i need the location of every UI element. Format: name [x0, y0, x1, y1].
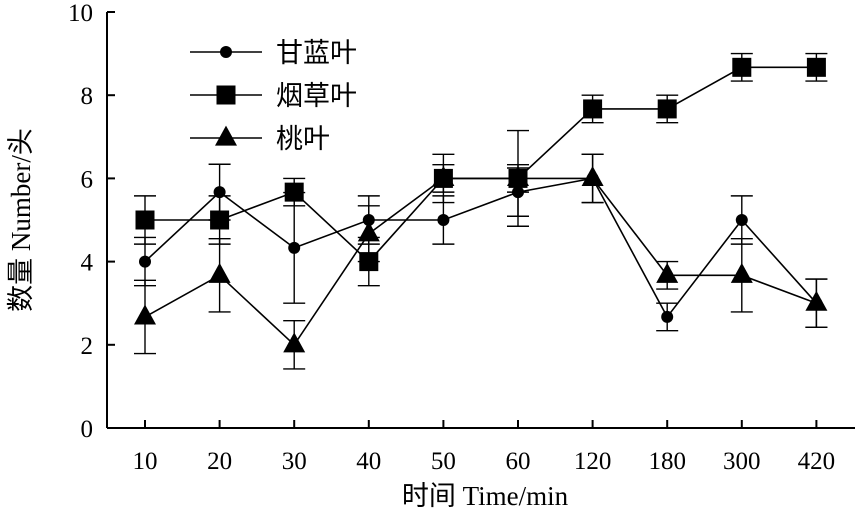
data-point [730, 262, 753, 283]
y-tick-label: 2 [81, 333, 94, 360]
legend-label: 烟草叶 [276, 81, 357, 111]
legend-item: 烟草叶 [190, 81, 357, 111]
data-point [139, 255, 151, 268]
legend-marker [215, 125, 237, 146]
chart-axes: 0 2 4 6 8 10 10 20 30 40 50 60 120 180 300 420 [68, 0, 855, 475]
y-tick-label: 6 [81, 166, 94, 193]
legend-item: 桃叶 [190, 124, 330, 154]
data-point [432, 166, 455, 186]
series-line [145, 66, 817, 263]
legend-marker [220, 46, 232, 58]
legend-label: 甘蓝叶 [276, 38, 357, 68]
data-point [583, 99, 603, 119]
series-circle [134, 153, 828, 332]
x-axis-label: 时间 Time/min [402, 481, 569, 511]
series-triangle [134, 153, 828, 370]
data-point [657, 99, 677, 119]
data-point [732, 57, 752, 77]
x-tick-label: 10 [133, 448, 158, 475]
data-point [656, 262, 679, 283]
data-point [134, 304, 156, 325]
series-line [144, 177, 817, 319]
y-tick-label: 0 [81, 416, 94, 443]
data-point [208, 262, 231, 283]
x-tick-label: 420 [798, 448, 836, 475]
x-tick-label: 180 [648, 448, 686, 475]
y-tick-label: 10 [68, 0, 93, 27]
x-tick-label: 20 [207, 448, 232, 475]
x-tick-label: 50 [431, 448, 456, 475]
data-point [437, 214, 450, 226]
y-axis-label: 数量 Number/头 [6, 128, 36, 312]
data-point [357, 221, 380, 242]
data-point [805, 290, 828, 311]
data-point [213, 186, 226, 199]
data-point [806, 57, 826, 77]
legend-marker [216, 85, 236, 105]
data-point [661, 310, 674, 323]
x-tick-label: 40 [356, 448, 381, 475]
data-point [581, 166, 604, 186]
series-square [134, 52, 828, 287]
data-point [284, 182, 304, 202]
series-line [144, 177, 817, 347]
x-tick-label: 120 [574, 448, 612, 475]
y-tick-label: 8 [81, 83, 94, 110]
x-tick-label: 60 [506, 448, 531, 475]
data-point [288, 241, 301, 254]
x-tick-label: 300 [723, 448, 761, 475]
y-tick-label: 4 [81, 250, 94, 277]
legend-item: 甘蓝叶 [190, 38, 357, 68]
data-point [135, 210, 155, 230]
legend-label: 桃叶 [276, 124, 330, 154]
data-point [735, 214, 748, 226]
series-layer [134, 52, 828, 370]
data-point [507, 166, 529, 186]
data-point [283, 332, 306, 353]
x-tick-label: 30 [282, 448, 307, 475]
data-point [210, 210, 230, 230]
